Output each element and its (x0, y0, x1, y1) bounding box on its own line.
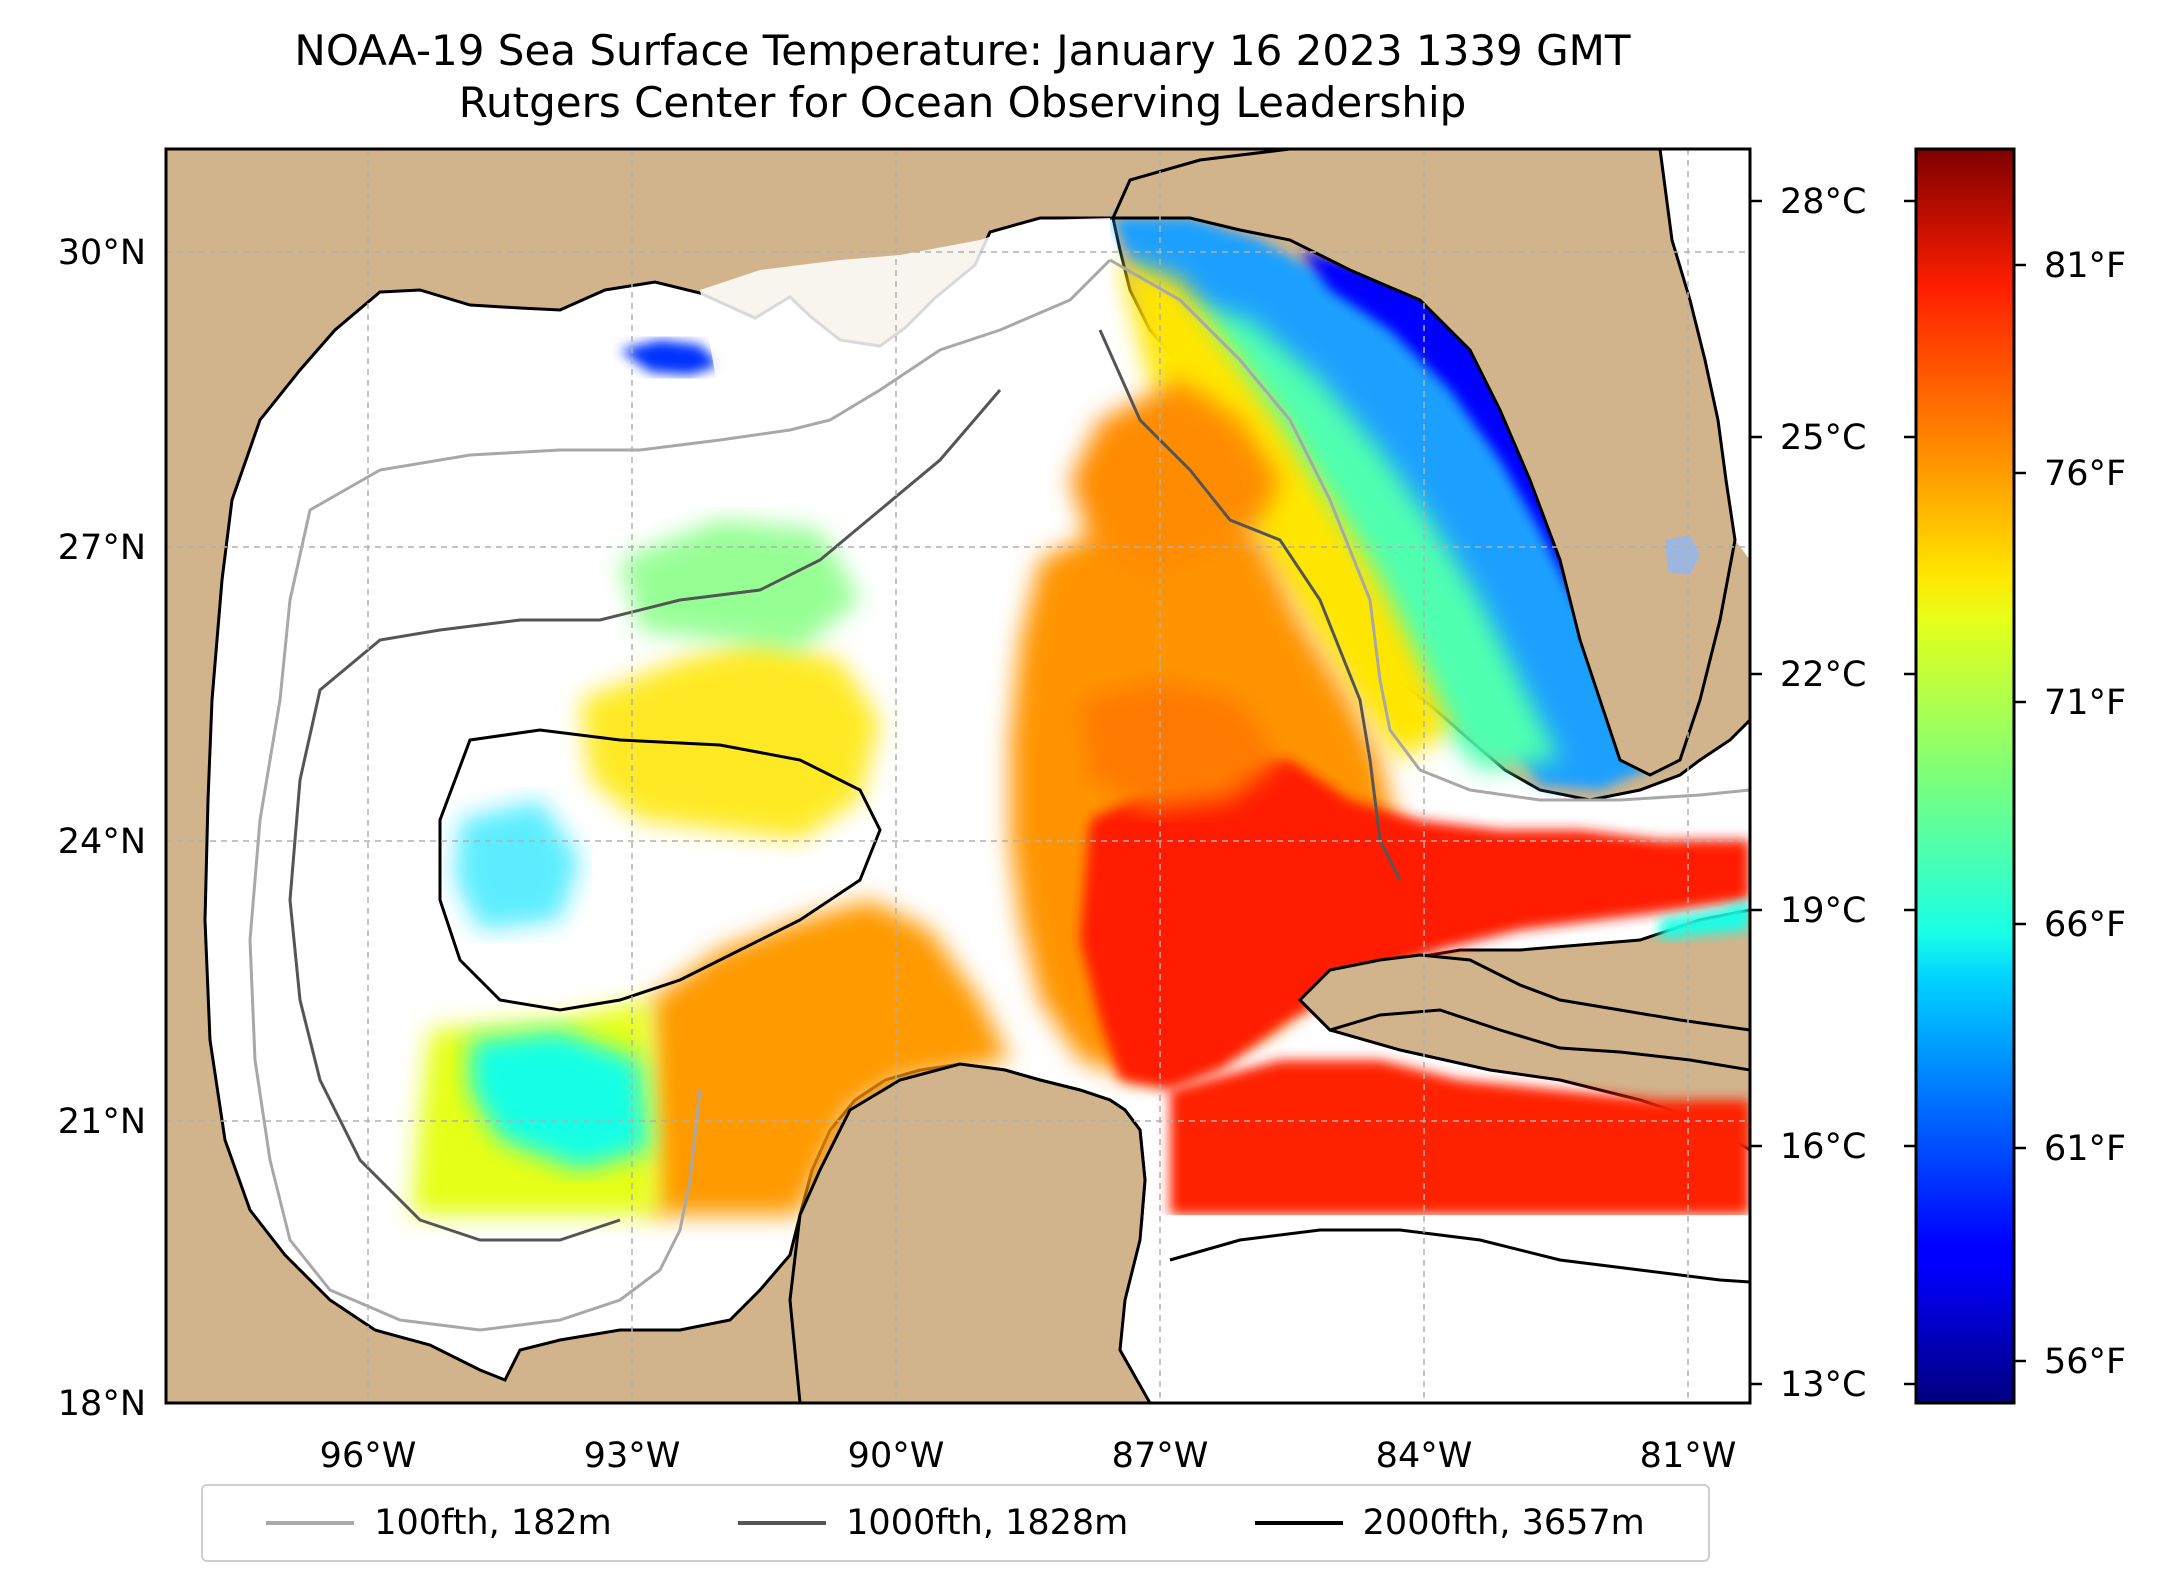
sst-southwest-cyan (470, 1030, 650, 1170)
map-frame (164, 147, 1752, 1405)
legend-label: 1000fth, 1828m (846, 1503, 1129, 1543)
florida-lake-okeechobee (1665, 535, 1700, 575)
legend-item-2000fth: 2000fth, 3657m (1254, 1503, 1645, 1543)
contour-legend: 100fth, 182m 1000fth, 1828m 2000fth, 365… (201, 1484, 1710, 1562)
lat-tick-label: 18°N (58, 1384, 146, 1424)
sst-southwest-orange (650, 900, 1010, 1215)
legend-line-2000fth (1254, 1521, 1343, 1525)
sst-campeche-orange (1080, 680, 1280, 810)
sst-yellow-band (1120, 260, 1450, 760)
fahrenheit-tick-label: 76°F (2044, 454, 2126, 494)
contour-100fth-fl (1109, 258, 1750, 802)
lon-tick-label: 90°W (848, 1436, 945, 1476)
legend-line-1000fth (738, 1521, 827, 1525)
fahrenheit-tick-label: 61°F (2044, 1129, 2126, 1169)
florida-land (1110, 149, 1737, 777)
contour-100fth (248, 258, 1112, 1332)
contour-1000fth (288, 329, 1402, 1242)
legend-label: 2000fth, 3657m (1362, 1503, 1645, 1543)
fahrenheit-tick-label: 66°F (2044, 905, 2126, 945)
sst-louisiana-blue (620, 340, 720, 375)
fahrenheit-tick-label: 81°F (2044, 246, 2126, 286)
lat-tick-label: 27°N (58, 528, 146, 568)
fahrenheit-tick-label: 56°F (2044, 1342, 2126, 1382)
sst-cuba-strip (1660, 900, 1750, 940)
celsius-tick-label: 19°C (1780, 891, 1866, 931)
no-data-florida-panhandle (700, 218, 1110, 440)
lat-tick-label: 21°N (58, 1102, 146, 1142)
sst-loop-current-red (1080, 760, 1750, 1090)
fahrenheit-tick-label: 71°F (2044, 683, 2126, 723)
colorbar (1914, 147, 2016, 1405)
celsius-tick-label: 22°C (1780, 655, 1866, 695)
cuba-land (1297, 953, 1750, 1072)
sst-caribbean-red (1170, 1060, 1750, 1215)
lat-tick-label: 30°N (58, 233, 146, 273)
legend-label: 100fth, 182m (374, 1503, 612, 1543)
gridlines (166, 149, 1750, 1403)
sst-central-warm (1070, 380, 1280, 580)
celsius-tick-label: 25°C (1780, 418, 1866, 458)
lon-tick-label: 87°W (1112, 1436, 1209, 1476)
celsius-scale: 28°C 25°C 22°C 19°C 16°C 13°C (1780, 182, 1866, 1405)
chart-subtitle: Rutgers Center for Ocean Observing Leade… (458, 78, 1467, 127)
contour-2000fth (438, 728, 882, 1012)
legend-item-1000fth: 1000fth, 1828m (738, 1503, 1128, 1543)
sst-west-cyan (455, 800, 580, 930)
legend-line-100fth (266, 1521, 355, 1525)
sst-central-green (620, 520, 860, 650)
celsius-tick-label: 28°C (1780, 182, 1866, 222)
latitude-axis: 18°N 21°N 24°N 27°N 30°N (58, 233, 146, 1424)
sst-central-patches (580, 640, 880, 840)
lon-tick-label: 93°W (584, 1436, 681, 1476)
no-data-south (166, 1215, 1750, 1403)
lon-tick-label: 96°W (320, 1436, 417, 1476)
celsius-tick-label: 16°C (1780, 1127, 1866, 1167)
lon-tick-label: 84°W (1376, 1436, 1473, 1476)
legend-item-100fth: 100fth, 182m (266, 1503, 612, 1543)
chart-title: NOAA-19 Sea Surface Temperature: January… (294, 26, 1631, 75)
fahrenheit-scale: 81°F 76°F 71°F 66°F 61°F 56°F (2044, 246, 2126, 1382)
lon-tick-label: 81°W (1640, 1436, 1737, 1476)
yucatan-land (788, 1062, 1152, 1403)
lat-tick-label: 24°N (58, 822, 146, 862)
longitude-axis: 96°W 93°W 90°W 87°W 84°W 81°W (320, 1436, 1737, 1476)
contour-2000fth-se (1169, 1228, 1750, 1284)
celsius-tick-label: 13°C (1780, 1365, 1866, 1405)
